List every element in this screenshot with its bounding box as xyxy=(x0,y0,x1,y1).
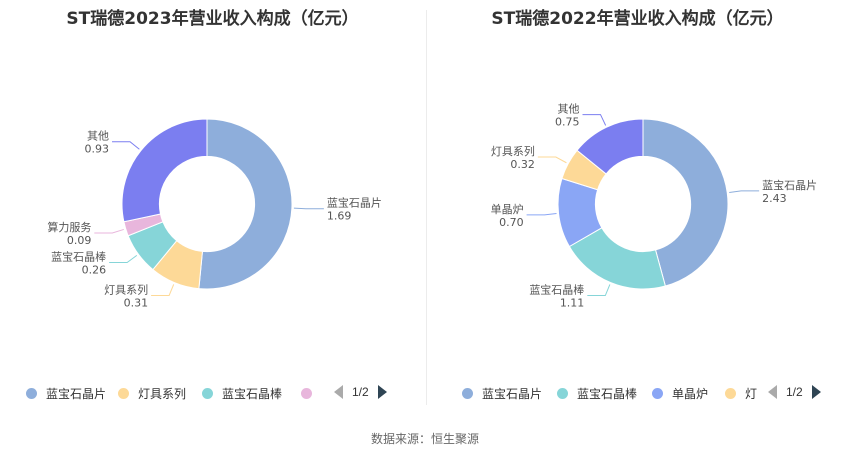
chart-panel-2022: ST瑞德2022年营业收入构成（亿元） 蓝宝石晶片 2.43 蓝宝石晶棒 1.11 单晶… xyxy=(425,0,850,420)
legend-label: 蓝宝石晶片 xyxy=(482,386,543,401)
legend-label: 灯具系列 xyxy=(138,386,187,401)
legend-next-arrow-icon[interactable] xyxy=(811,385,821,399)
legend-item[interactable]: 蓝宝石晶片 xyxy=(26,383,106,403)
legend-label: 蓝宝石晶棒 xyxy=(222,386,283,401)
legend-prev-arrow-icon[interactable] xyxy=(768,385,777,399)
legend-dot xyxy=(202,387,213,399)
legend-prev-arrow-icon[interactable] xyxy=(334,385,343,399)
legend-label: 灯 xyxy=(745,386,758,401)
legend-item[interactable]: 蓝宝石晶棒 xyxy=(557,383,637,403)
donut-slice[interactable] xyxy=(198,118,293,290)
chart-title: ST瑞德2022年营业收入构成（亿元） xyxy=(491,9,784,29)
slice-name-label: 蓝宝石晶片 xyxy=(327,196,382,210)
slice-value-label: 0.70 xyxy=(499,216,524,229)
legend-dot xyxy=(462,387,473,399)
label-leader-line xyxy=(537,156,567,164)
donut-slice[interactable] xyxy=(642,118,729,287)
slice-value-label: 1.11 xyxy=(560,297,585,310)
slice-value-label: 0.09 xyxy=(67,234,92,247)
slice-value-label: 0.32 xyxy=(510,158,535,171)
slice-value-label: 1.69 xyxy=(327,210,352,223)
slice-name-label: 蓝宝石晶棒 xyxy=(51,249,106,263)
legend-page-indicator: 1/2 xyxy=(786,385,803,399)
label-leader-line xyxy=(293,207,324,210)
legend-item[interactable]: 单晶炉 xyxy=(652,383,708,403)
legend-item[interactable]: 蓝宝石晶棒 xyxy=(202,383,282,403)
data-source: 数据来源：恒生聚源 xyxy=(370,432,479,446)
slice-value-label: 0.93 xyxy=(85,143,110,156)
donut-slice[interactable] xyxy=(576,118,644,175)
slice-value-label: 0.31 xyxy=(124,296,149,309)
slice-name-label: 灯具系列 xyxy=(491,144,535,158)
legend-dot xyxy=(301,387,312,399)
legend-dot xyxy=(652,387,663,399)
slice-value-label: 0.26 xyxy=(82,263,107,276)
slice-name-label: 蓝宝石晶片 xyxy=(762,178,817,192)
slice-name-label: 其他 xyxy=(557,103,579,116)
label-leader-line xyxy=(587,284,611,297)
legend: 蓝宝石晶片 灯具系列 蓝宝石晶棒 1/2 xyxy=(0,383,425,405)
slice-value-label: 0.75 xyxy=(555,116,580,129)
legend-dot xyxy=(26,387,37,399)
legend-dot xyxy=(118,387,129,399)
legend-page-indicator: 1/2 xyxy=(352,385,369,399)
legend: 蓝宝石晶片 蓝宝石晶棒 单晶炉 灯 1/2 xyxy=(425,383,850,405)
label-leader-line xyxy=(151,284,175,296)
label-leader-line xyxy=(112,141,140,150)
legend-label: 蓝宝石晶棒 xyxy=(577,386,638,401)
legend-dot xyxy=(557,387,568,399)
slice-name-label: 蓝宝石晶棒 xyxy=(529,283,584,297)
legend-item[interactable]: 蓝宝石晶片 xyxy=(462,383,542,403)
slice-name-label: 单晶炉 xyxy=(491,203,524,216)
legend-dot xyxy=(725,387,736,399)
slice-name-label: 其他 xyxy=(87,130,109,143)
slice-value-label: 2.43 xyxy=(762,192,787,205)
legend-item[interactable]: 灯 xyxy=(725,383,765,403)
label-leader-line xyxy=(729,190,760,193)
label-leader-line xyxy=(109,255,138,263)
legend-pager: 1/2 xyxy=(334,385,387,399)
legend-item[interactable] xyxy=(301,383,315,403)
panel-divider xyxy=(426,10,427,405)
legend-label: 蓝宝石晶片 xyxy=(46,386,107,401)
chart-title: ST瑞德2023年营业收入构成（亿元） xyxy=(66,9,359,29)
slice-name-label: 算力服务 xyxy=(47,220,91,234)
donut-slice[interactable] xyxy=(121,118,208,223)
label-leader-line xyxy=(582,114,607,126)
legend-label: 单晶炉 xyxy=(672,386,709,401)
legend-pager: 1/2 xyxy=(768,385,821,399)
slice-name-label: 灯具系列 xyxy=(104,282,148,296)
legend-item[interactable]: 灯具系列 xyxy=(118,383,186,403)
chart-panel-2023: ST瑞德2023年营业收入构成（亿元） 蓝宝石晶片 1.69 灯具系列 0.31 蓝宝石… xyxy=(0,0,425,420)
legend-next-arrow-icon[interactable] xyxy=(377,385,387,399)
label-leader-line xyxy=(94,228,124,234)
label-leader-line xyxy=(526,213,557,216)
